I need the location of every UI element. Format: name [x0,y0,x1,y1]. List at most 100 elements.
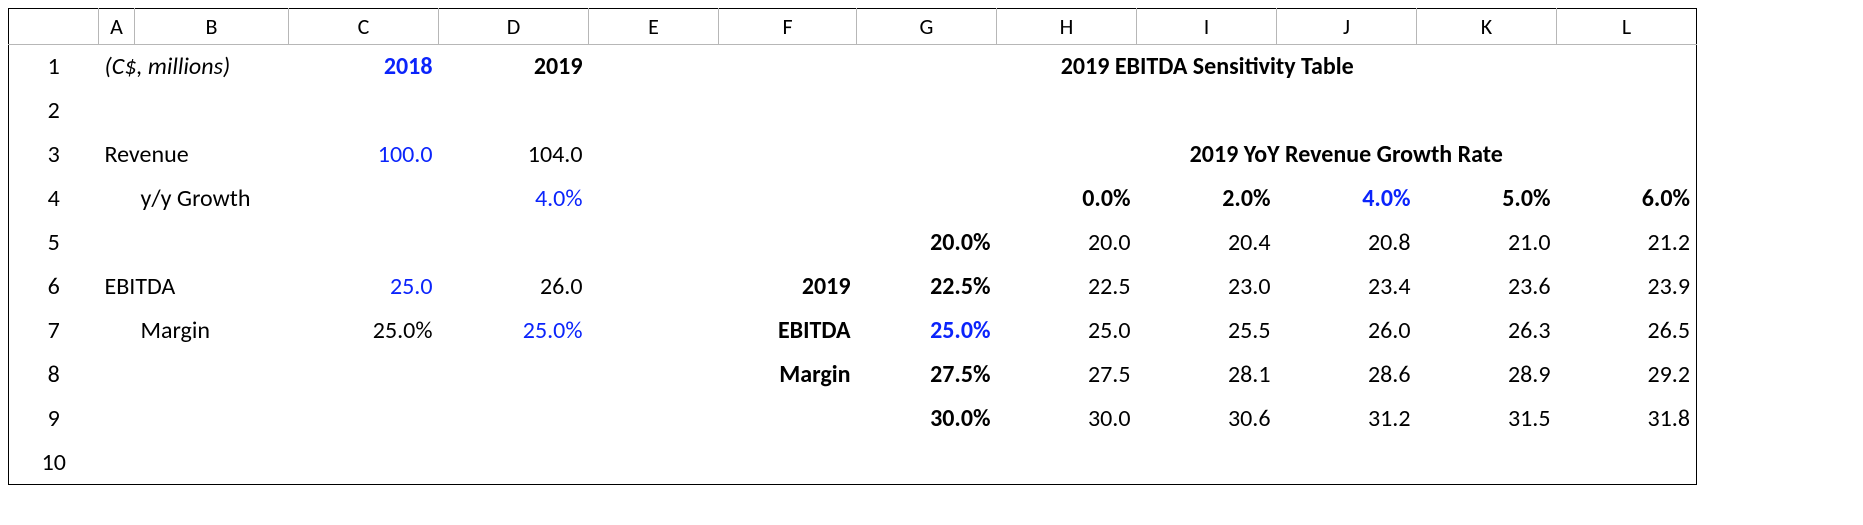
cell-D4[interactable]: 4.0% [439,177,589,221]
col-header-J[interactable]: J [1277,9,1417,45]
sens-0-3[interactable]: 21.0 [1417,221,1557,265]
growth-rate-2[interactable]: 4.0% [1277,177,1417,221]
cell-F3[interactable] [719,133,857,177]
sens-4-4[interactable]: 31.8 [1557,397,1697,441]
cell-E2[interactable] [589,89,719,133]
cell-F9[interactable] [719,397,857,441]
cell-E6[interactable] [589,265,719,309]
col-header-G[interactable]: G [857,9,997,45]
sens-3-0[interactable]: 27.5 [997,353,1137,397]
spreadsheet-grid[interactable]: A B C D E F G H I J K L 1 (C$, millions)… [8,8,1697,485]
cell-C7[interactable]: 25.0% [289,309,439,353]
col-header-C[interactable]: C [289,9,439,45]
growth-rate-3[interactable]: 5.0% [1417,177,1557,221]
cell-H2[interactable] [997,89,1137,133]
cell-E7[interactable] [589,309,719,353]
cell-D5[interactable] [439,221,589,265]
sens-1-4[interactable]: 23.9 [1557,265,1697,309]
cell-A3[interactable]: Revenue [99,133,289,177]
sens-1-0[interactable]: 22.5 [997,265,1137,309]
row-header-9[interactable]: 9 [9,397,99,441]
cell- B10[interactable] [135,441,289,485]
sens-0-2[interactable]: 20.8 [1277,221,1417,265]
cell-A10[interactable] [99,441,135,485]
cell-G3[interactable] [857,133,997,177]
cell-E4[interactable] [589,177,719,221]
growth-rate-1[interactable]: 2.0% [1137,177,1277,221]
cell-B2[interactable] [135,89,289,133]
margin-0[interactable]: 20.0% [857,221,997,265]
cell-E8[interactable] [589,353,719,397]
col-header-I[interactable]: I [1137,9,1277,45]
cell-G10[interactable] [857,441,997,485]
sens-3-3[interactable]: 28.9 [1417,353,1557,397]
sens-1-2[interactable]: 23.4 [1277,265,1417,309]
cell-C3[interactable]: 100.0 [289,133,439,177]
sens-4-2[interactable]: 31.2 [1277,397,1417,441]
sens-1-3[interactable]: 23.6 [1417,265,1557,309]
growth-rate-4[interactable]: 6.0% [1557,177,1697,221]
cell-I2[interactable] [1137,89,1277,133]
col-header-L[interactable]: L [1557,9,1697,45]
cell-I10[interactable] [1137,441,1277,485]
cell-D2[interactable] [439,89,589,133]
row-header-8[interactable]: 8 [9,353,99,397]
sens-3-4[interactable]: 29.2 [1557,353,1697,397]
col-header-B[interactable]: B [135,9,289,45]
cell-C9[interactable] [289,397,439,441]
sens-3-2[interactable]: 28.6 [1277,353,1417,397]
cell-H10[interactable] [997,441,1137,485]
cell-K10[interactable] [1417,441,1557,485]
cell-A5[interactable] [99,221,135,265]
row-header-1[interactable]: 1 [9,45,99,89]
sens-3-1[interactable]: 28.1 [1137,353,1277,397]
margin-1[interactable]: 22.5% [857,265,997,309]
cell-F10[interactable] [719,441,857,485]
cell-F2[interactable] [719,89,857,133]
cell-D6[interactable]: 26.0 [439,265,589,309]
row-header-4[interactable]: 4 [9,177,99,221]
cell-C2[interactable] [289,89,439,133]
sens-4-0[interactable]: 30.0 [997,397,1137,441]
growth-rate-header[interactable]: 2019 YoY Revenue Growth Rate [997,133,1697,177]
cell-B9[interactable] [135,397,289,441]
cell-A6[interactable]: EBITDA [99,265,289,309]
cell-C10[interactable] [289,441,439,485]
cell-D10[interactable] [439,441,589,485]
row-header-5[interactable]: 5 [9,221,99,265]
cell-B5[interactable] [135,221,289,265]
col-header-E[interactable]: E [589,9,719,45]
margin-2[interactable]: 25.0% [857,309,997,353]
cell-C4[interactable] [289,177,439,221]
margin-side-label-2[interactable]: EBITDA [719,309,857,353]
sens-2-2[interactable]: 26.0 [1277,309,1417,353]
cell-C8[interactable] [289,353,439,397]
cell-L10[interactable] [1557,441,1697,485]
cell-E9[interactable] [589,397,719,441]
sens-2-4[interactable]: 26.5 [1557,309,1697,353]
cell-E1[interactable] [589,45,719,89]
cell-E10[interactable] [589,441,719,485]
cell-E5[interactable] [589,221,719,265]
growth-rate-0[interactable]: 0.0% [997,177,1137,221]
cell-G2[interactable] [857,89,997,133]
cell-A8[interactable] [99,353,135,397]
cell-F4[interactable] [719,177,857,221]
row-header-10[interactable]: 10 [9,441,99,485]
cell-F5[interactable] [719,221,857,265]
cell-A9[interactable] [99,397,135,441]
corner-cell[interactable] [9,9,99,45]
sensitivity-title[interactable]: 2019 EBITDA Sensitivity Table [719,45,1697,89]
cell-B7[interactable]: Margin [135,309,289,353]
row-header-3[interactable]: 3 [9,133,99,177]
cell-C1[interactable]: 2018 [289,45,439,89]
sens-2-0[interactable]: 25.0 [997,309,1137,353]
sens-0-1[interactable]: 20.4 [1137,221,1277,265]
col-header-K[interactable]: K [1417,9,1557,45]
margin-side-label-3[interactable]: Margin [719,353,857,397]
cell-A7[interactable] [99,309,135,353]
cell-C5[interactable] [289,221,439,265]
cell-G4[interactable] [857,177,997,221]
cell-B8[interactable] [135,353,289,397]
cell-K2[interactable] [1417,89,1557,133]
